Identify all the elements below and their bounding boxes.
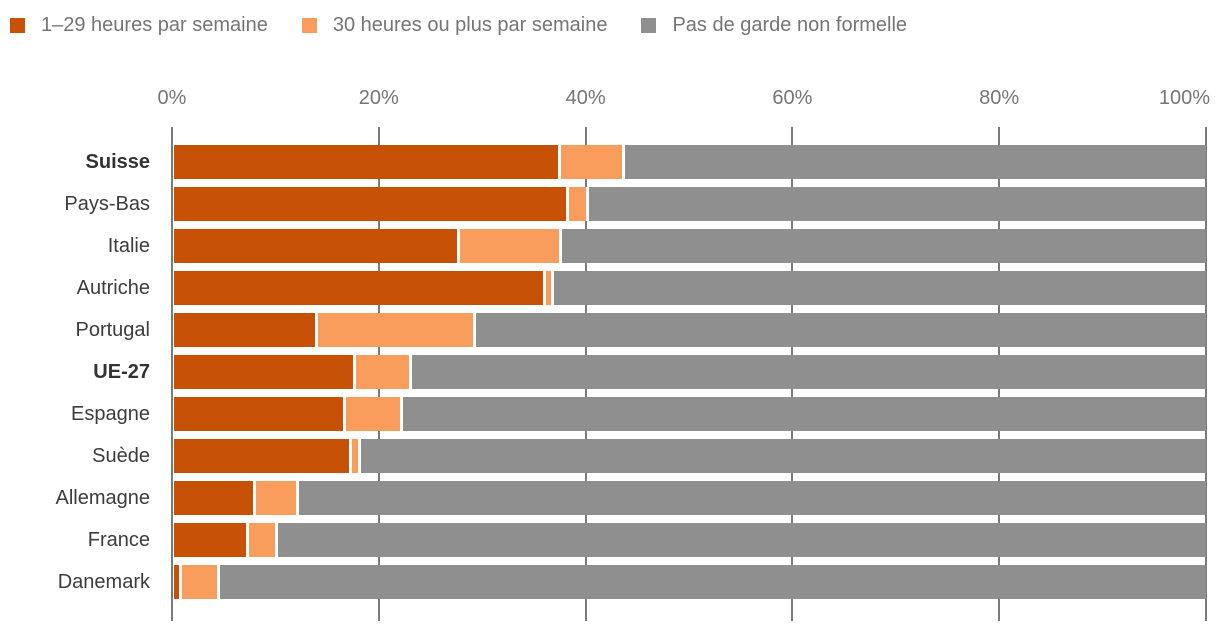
bar-segment bbox=[275, 523, 1206, 557]
bar-segment bbox=[558, 229, 1206, 263]
legend-swatch bbox=[641, 18, 657, 33]
bar-segment bbox=[399, 397, 1206, 431]
bar-segment bbox=[174, 439, 350, 473]
bar-row bbox=[174, 187, 1206, 221]
bar-row bbox=[174, 145, 1206, 179]
x-axis: 0% 20% 40% 60% 80% 100% bbox=[0, 87, 1220, 113]
legend-label: Pas de garde non formelle bbox=[672, 14, 908, 36]
bar-row bbox=[174, 397, 1206, 431]
legend-label: 30 heures ou plus par semaine bbox=[332, 14, 608, 36]
bar-segment bbox=[295, 481, 1206, 515]
bar-row bbox=[174, 565, 1206, 599]
category-label: Allemagne bbox=[55, 487, 150, 509]
category-label: Pays-Bas bbox=[64, 193, 150, 215]
bar-segment bbox=[585, 187, 1206, 221]
category-label: France bbox=[87, 529, 150, 551]
bar-segment bbox=[550, 271, 1206, 305]
category-label: UE-27 bbox=[93, 361, 150, 383]
category-label: Suisse bbox=[85, 151, 150, 173]
category-labels: Suisse Pays-Bas Italie Autriche Portugal UE-2… bbox=[0, 145, 150, 607]
category-label: Autriche bbox=[76, 277, 150, 299]
legend: 1–29 heures par semaine 30 heures ou plus… bbox=[10, 14, 907, 37]
bar-row bbox=[174, 523, 1206, 557]
bar-segment bbox=[566, 187, 586, 221]
bar-segment bbox=[174, 271, 544, 305]
bar-segment bbox=[174, 481, 254, 515]
bar-segment bbox=[343, 397, 400, 431]
bar-segment bbox=[315, 313, 474, 347]
bar-segment bbox=[174, 565, 180, 599]
legend-swatch bbox=[10, 18, 25, 33]
bar-segment bbox=[253, 481, 296, 515]
legend-item-no-informal-care: Pas de garde non formelle bbox=[641, 14, 907, 37]
legend-item-30h-plus: 30 heures ou plus par semaine bbox=[301, 14, 608, 37]
gridline bbox=[1205, 127, 1207, 621]
bar-segment bbox=[456, 229, 559, 263]
x-axis-tick-label: 40% bbox=[565, 87, 606, 109]
bar-segment bbox=[174, 397, 344, 431]
bar-segment bbox=[473, 313, 1206, 347]
category-label: Danemark bbox=[57, 571, 150, 593]
bar-segment bbox=[217, 565, 1206, 599]
bar-segment bbox=[174, 187, 567, 221]
x-axis-tick-label: 0% bbox=[157, 87, 187, 109]
bar-rows bbox=[174, 145, 1206, 607]
bar-segment bbox=[349, 439, 358, 473]
legend-swatch bbox=[301, 18, 317, 33]
bar-segment bbox=[174, 229, 457, 263]
x-axis-tick-label: 100% bbox=[1158, 87, 1210, 109]
bar-row bbox=[174, 439, 1206, 473]
bar-segment bbox=[357, 439, 1206, 473]
category-label: Espagne bbox=[71, 403, 150, 425]
bar-segment bbox=[246, 523, 276, 557]
bar-segment bbox=[174, 523, 247, 557]
bar-segment bbox=[543, 271, 551, 305]
category-label: Suède bbox=[92, 445, 150, 467]
category-label: Italie bbox=[107, 235, 150, 257]
legend-item-1-29h: 1–29 heures par semaine bbox=[10, 14, 268, 37]
bar-row bbox=[174, 271, 1206, 305]
bar-segment bbox=[174, 145, 558, 179]
bar-segment bbox=[174, 313, 316, 347]
bar-row bbox=[174, 229, 1206, 263]
legend-label: 1–29 heures par semaine bbox=[41, 14, 268, 36]
bar-segment bbox=[621, 145, 1206, 179]
x-axis-tick-label: 60% bbox=[772, 87, 813, 109]
x-axis-tick-label: 20% bbox=[358, 87, 399, 109]
bar-row bbox=[174, 355, 1206, 389]
bar-segment bbox=[179, 565, 218, 599]
category-label: Portugal bbox=[75, 319, 151, 341]
bar-segment bbox=[557, 145, 622, 179]
x-axis-tick-label: 80% bbox=[979, 87, 1020, 109]
bar-row bbox=[174, 313, 1206, 347]
plot-area bbox=[171, 0, 1207, 634]
bar-segment bbox=[352, 355, 410, 389]
bar-segment bbox=[409, 355, 1206, 389]
bar-segment bbox=[174, 355, 353, 389]
bar-row bbox=[174, 481, 1206, 515]
gridline bbox=[171, 127, 173, 621]
